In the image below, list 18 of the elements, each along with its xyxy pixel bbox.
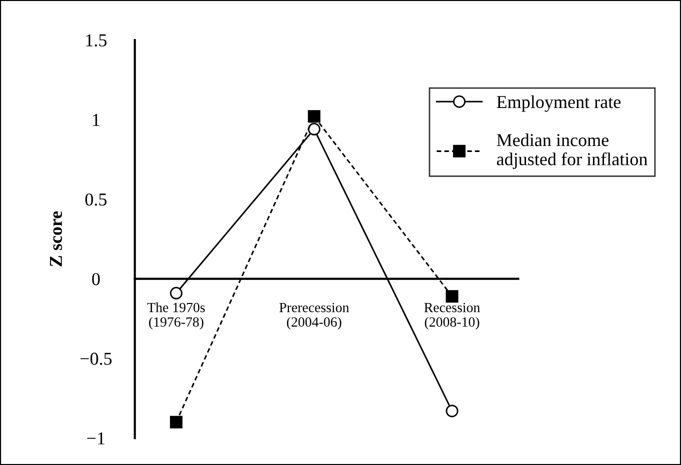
legend-label: Median income adjusted for inflation xyxy=(496,134,648,169)
point xyxy=(446,290,458,303)
point xyxy=(308,110,320,123)
y-tick-label: 0.5 xyxy=(85,193,107,206)
point xyxy=(308,122,320,136)
point xyxy=(170,286,182,300)
y-tick-label: −1 xyxy=(87,432,104,444)
x-tick-label: Prerecession (2004-06) xyxy=(279,302,350,330)
legend-label: Employment rate xyxy=(496,95,621,112)
y-tick-label: 1.5 xyxy=(86,34,107,47)
y-tick-label: 0 xyxy=(92,273,100,286)
point xyxy=(446,404,458,418)
point xyxy=(170,416,182,428)
y-tick-label: −0.5 xyxy=(80,352,112,365)
y-tick-label: 1 xyxy=(93,114,100,126)
y-axis-title: Z score xyxy=(50,211,62,266)
x-tick-label: The 1970s (1976-78) xyxy=(147,302,205,330)
x-tick-label: Recession (2008-10) xyxy=(424,302,480,330)
